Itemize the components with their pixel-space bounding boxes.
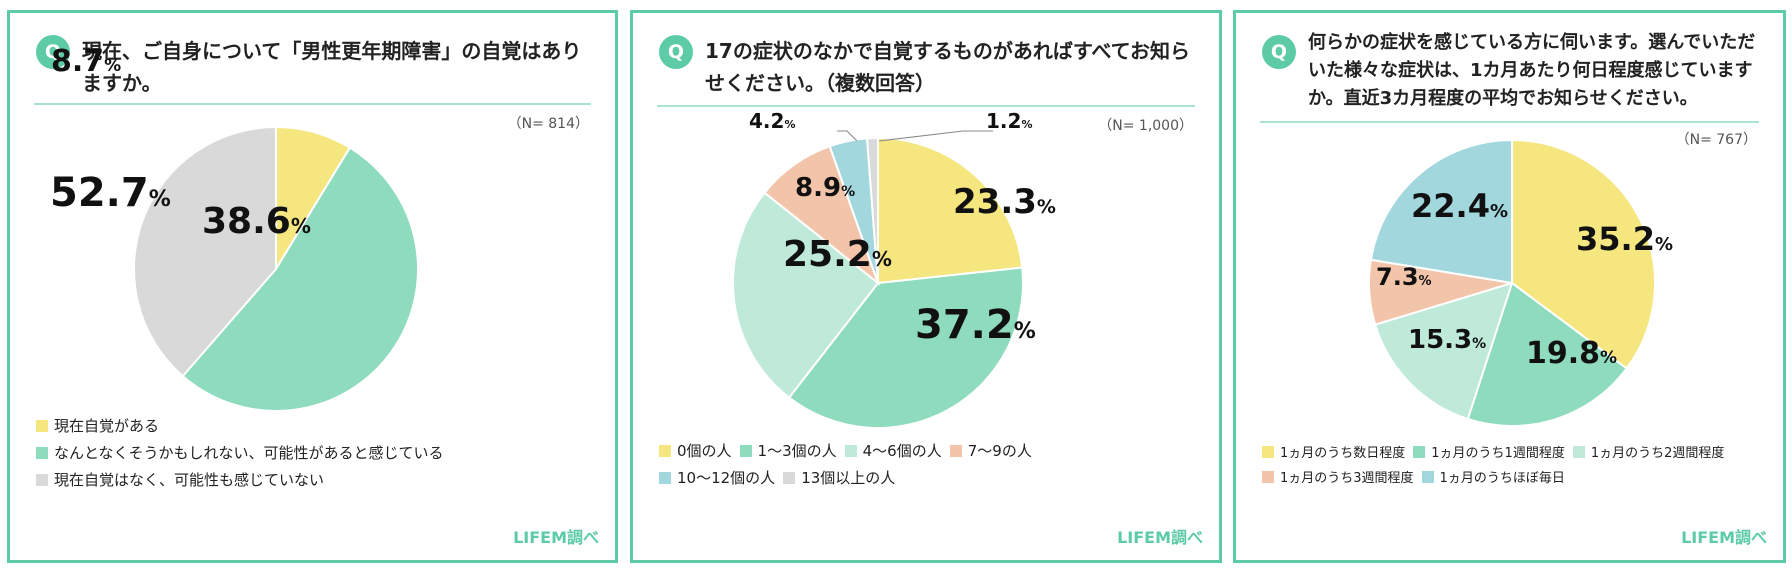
pie-slice bbox=[877, 136, 1024, 285]
legend-swatch bbox=[36, 473, 48, 486]
legend-item: 1ヵ月のうち3週間程度 bbox=[1262, 467, 1414, 486]
legend-label: 現在自覚はなく、可能性も感じていない bbox=[54, 471, 325, 489]
data-label: 23.3% bbox=[953, 182, 1056, 222]
sample-size: （N= 1,000） bbox=[1098, 118, 1193, 134]
pie-chart-1: 8.7%52.7%38.6% bbox=[50, 44, 419, 412]
data-label: 1.2% bbox=[986, 109, 1032, 133]
leader-line bbox=[878, 130, 993, 142]
legend-swatch bbox=[1262, 445, 1274, 458]
legend-label: 1ヵ月のうち2週間程度 bbox=[1590, 446, 1725, 461]
pie-slice bbox=[1511, 138, 1656, 370]
legend-label: 13個以上の人 bbox=[801, 469, 896, 487]
legend-label: 1ヵ月のうちほぼ毎日 bbox=[1439, 471, 1565, 486]
survey-panel-1: Q 現在、ご自身について「男性更年期障害」の自覚はありますか。 （N= 814）… bbox=[7, 10, 618, 563]
legend-label: 0個の人 bbox=[677, 442, 732, 460]
question-text: 現在、ご自身について「男性更年期障害」の自覚はありますか。 bbox=[82, 39, 582, 95]
credit: LIFEM調べ bbox=[1117, 528, 1203, 547]
data-label: 4.2% bbox=[749, 109, 795, 133]
pie-slice bbox=[1373, 281, 1514, 421]
question-icon: Q bbox=[1262, 35, 1296, 69]
legend-swatch bbox=[36, 446, 48, 459]
legend-label: 7～9の人 bbox=[967, 442, 1032, 460]
pie-chart-3: 35.2%19.8%15.3%7.3%22.4% bbox=[1368, 138, 1673, 427]
question-icon: Q bbox=[36, 35, 70, 69]
legend-3: 1ヵ月のうち数日程度 1ヵ月のうち1週間程度 1ヵ月のうち2週間程度 1ヵ月のうち3週… bbox=[1262, 442, 1782, 492]
survey-panel-3: Q 何らかの症状を感じている方に伺います。選んでいただいた様々な症状は、1カ月あ… bbox=[1233, 10, 1786, 563]
legend-swatch bbox=[659, 471, 671, 484]
pie-slice bbox=[1466, 281, 1629, 427]
data-label: 52.7% bbox=[50, 170, 171, 216]
legend-swatch bbox=[1572, 445, 1585, 458]
legend-swatch bbox=[783, 471, 796, 484]
legend-label: 1～3個の人 bbox=[757, 442, 837, 460]
legend-item: 10～12個の人 bbox=[659, 467, 775, 488]
legend-1: 現在自覚があるなんとなくそうかもしれない、可能性があると感じている 現在自覚はなく… bbox=[36, 415, 596, 496]
legend-item: 1～3個の人 bbox=[739, 440, 837, 461]
pie-slice bbox=[787, 266, 1024, 429]
legend-swatch bbox=[844, 444, 857, 457]
legend-item: 4～6個の人 bbox=[844, 440, 942, 461]
leader-line bbox=[837, 130, 858, 142]
legend-item: 13個以上の人 bbox=[783, 467, 895, 488]
legend-label: 現在自覚がある bbox=[54, 417, 160, 435]
legend-item: 現在自覚がある bbox=[36, 415, 588, 436]
data-label: 22.4% bbox=[1411, 187, 1508, 225]
legend-item: 1ヵ月のうち2週間程度 bbox=[1572, 442, 1725, 461]
pie-chart-2: 23.3%37.2%25.2%8.9%4.2% 1.2% bbox=[732, 109, 1056, 429]
legend-item: 1ヵ月のうち1週間程度 bbox=[1413, 442, 1565, 461]
legend-item: 1ヵ月のうちほぼ毎日 bbox=[1421, 467, 1565, 486]
legend-label: なんとなくそうかもしれない、可能性があると感じている bbox=[54, 444, 444, 462]
sample-size: （N= 767） bbox=[1675, 132, 1757, 148]
credit: LIFEM調べ bbox=[513, 528, 599, 547]
legend-label: 1ヵ月のうち1週間程度 bbox=[1431, 446, 1565, 461]
divider bbox=[1260, 121, 1759, 123]
legend-swatch bbox=[36, 419, 48, 432]
pie-slice bbox=[763, 144, 881, 286]
legend-2: 0個の人 1～3個の人 4～6個の人 7～9の人 10～12個の人 13個以上の人 bbox=[659, 440, 1079, 494]
question-text: 17の症状のなかで自覚するものがあればすべてお知らせください。（複数回答） bbox=[705, 39, 1191, 95]
legend-label: 1ヵ月のうち3週間程度 bbox=[1280, 471, 1414, 486]
pie-slice bbox=[1369, 138, 1513, 285]
question-icon: Q bbox=[659, 35, 693, 69]
divider bbox=[34, 103, 591, 105]
legend-item: 7～9の人 bbox=[949, 440, 1032, 461]
survey-panel-2: Q 17の症状のなかで自覚するものがあればすべてお知らせください。（複数回答） … bbox=[630, 10, 1222, 563]
pie-slice bbox=[732, 191, 880, 399]
data-label: 35.2% bbox=[1576, 220, 1673, 258]
data-label: 8.7% bbox=[51, 44, 121, 79]
pie-slice bbox=[133, 125, 277, 378]
pie-slice bbox=[866, 136, 879, 284]
legend-item: 0個の人 bbox=[659, 440, 732, 461]
legend-label: 10～12個の人 bbox=[677, 469, 776, 487]
pie-slice bbox=[181, 146, 419, 412]
legend-item: 現在自覚はなく、可能性も感じていない bbox=[36, 469, 588, 490]
legend-swatch bbox=[659, 444, 671, 457]
legend-swatch bbox=[949, 444, 962, 457]
legend-label: 1ヵ月のうち数日程度 bbox=[1280, 446, 1406, 461]
credit: LIFEM調べ bbox=[1681, 528, 1767, 547]
legend-item: 1ヵ月のうち数日程度 bbox=[1262, 442, 1405, 461]
legend-label: 4～6個の人 bbox=[862, 442, 942, 460]
legend-swatch bbox=[1413, 445, 1426, 458]
divider bbox=[657, 105, 1195, 107]
question-text: 何らかの症状を感じている方に伺います。選んでいただいた様々な症状は、1カ月あたり… bbox=[1308, 32, 1756, 109]
sample-size: （N= 814） bbox=[507, 116, 589, 132]
legend-swatch bbox=[1262, 470, 1274, 483]
legend-swatch bbox=[1421, 470, 1434, 483]
legend-item: なんとなくそうかもしれない、可能性があると感じている bbox=[36, 442, 588, 463]
legend-swatch bbox=[739, 444, 752, 457]
